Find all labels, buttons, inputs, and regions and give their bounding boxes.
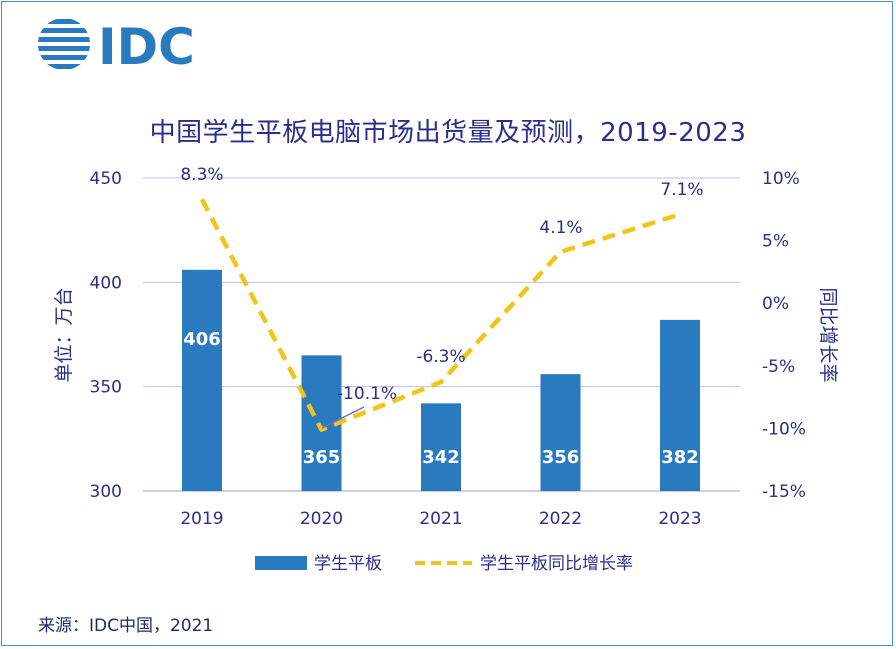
legend-bar-swatch <box>255 556 307 570</box>
x-tick-label: 2020 <box>300 509 343 529</box>
left-axis-label: 单位：万台 <box>53 287 75 382</box>
left-tick-label: 300 <box>90 482 122 502</box>
x-tick-label: 2023 <box>658 509 701 529</box>
growth-value-label: 4.1% <box>539 218 582 238</box>
right-tick-label: -5% <box>762 357 795 377</box>
left-tick-label: 350 <box>90 378 122 398</box>
legend-bar-label: 学生平板 <box>314 554 382 574</box>
right-tick-label: 10% <box>762 169 800 189</box>
bar <box>182 269 222 491</box>
growth-value-label: -6.3% <box>416 347 465 367</box>
bar-value-label: 382 <box>661 447 699 468</box>
bar-value-label: 356 <box>542 447 580 468</box>
right-tick-label: 0% <box>762 294 789 314</box>
growth-data-labels: 8.3% -10.1% -6.3% 4.1% 7.1% <box>180 165 704 429</box>
right-axis-label: 同比增长率 <box>817 287 839 382</box>
bar-value-label: 365 <box>303 447 341 468</box>
legend-line-label: 学生平板同比增长率 <box>480 554 633 574</box>
source-note: 来源：IDC中国，2021 <box>38 616 214 636</box>
growth-value-label: 8.3% <box>180 165 223 185</box>
left-tick-label: 400 <box>90 273 122 293</box>
label-leader-line <box>321 406 365 429</box>
x-tick-label: 2022 <box>539 509 582 529</box>
right-tick-label: -10% <box>762 419 806 439</box>
x-tick-label: 2021 <box>419 509 462 529</box>
growth-value-label: -10.1% <box>337 384 397 404</box>
right-tick-label: -15% <box>762 482 806 502</box>
bar-value-label: 406 <box>183 329 221 350</box>
globe-icon <box>38 19 90 69</box>
bar-value-label: 342 <box>422 447 460 468</box>
growth-line-series <box>200 198 681 432</box>
legend: 学生平板 学生平板同比增长率 <box>255 554 633 574</box>
growth-value-label: 7.1% <box>660 180 703 200</box>
left-tick-label: 450 <box>90 169 122 189</box>
idc-logo: IDC <box>38 18 195 74</box>
growth-line <box>200 198 681 432</box>
x-tick-label: 2019 <box>180 509 223 529</box>
x-axis-ticks: 2019 2020 2021 2022 2023 <box>180 509 701 529</box>
logo-text: IDC <box>98 18 195 74</box>
chart-title: 中国学生平板电脑市场出货量及预测，2019-2023 <box>149 118 747 148</box>
bar <box>421 403 461 491</box>
right-axis-ticks: -15% -10% -5% 0% 5% 10% <box>762 169 806 502</box>
bar <box>660 319 700 491</box>
bar-data-labels: 406 365 342 356 382 <box>183 329 699 468</box>
right-tick-label: 5% <box>762 232 789 252</box>
bar <box>540 374 581 491</box>
left-axis-ticks: 300 350 400 450 <box>90 169 122 502</box>
